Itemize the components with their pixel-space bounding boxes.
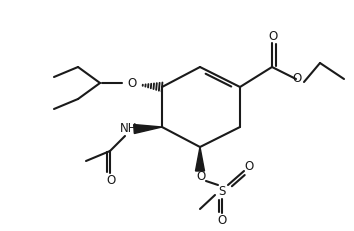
Text: NH: NH <box>120 122 138 135</box>
Text: S: S <box>218 185 226 198</box>
Text: O: O <box>244 160 253 173</box>
Text: O: O <box>106 174 116 187</box>
Polygon shape <box>134 125 162 134</box>
Text: O: O <box>196 170 206 183</box>
Polygon shape <box>195 147 205 171</box>
Text: O: O <box>217 214 227 227</box>
Text: O: O <box>292 72 302 85</box>
Text: O: O <box>127 77 137 90</box>
Text: O: O <box>268 30 278 43</box>
